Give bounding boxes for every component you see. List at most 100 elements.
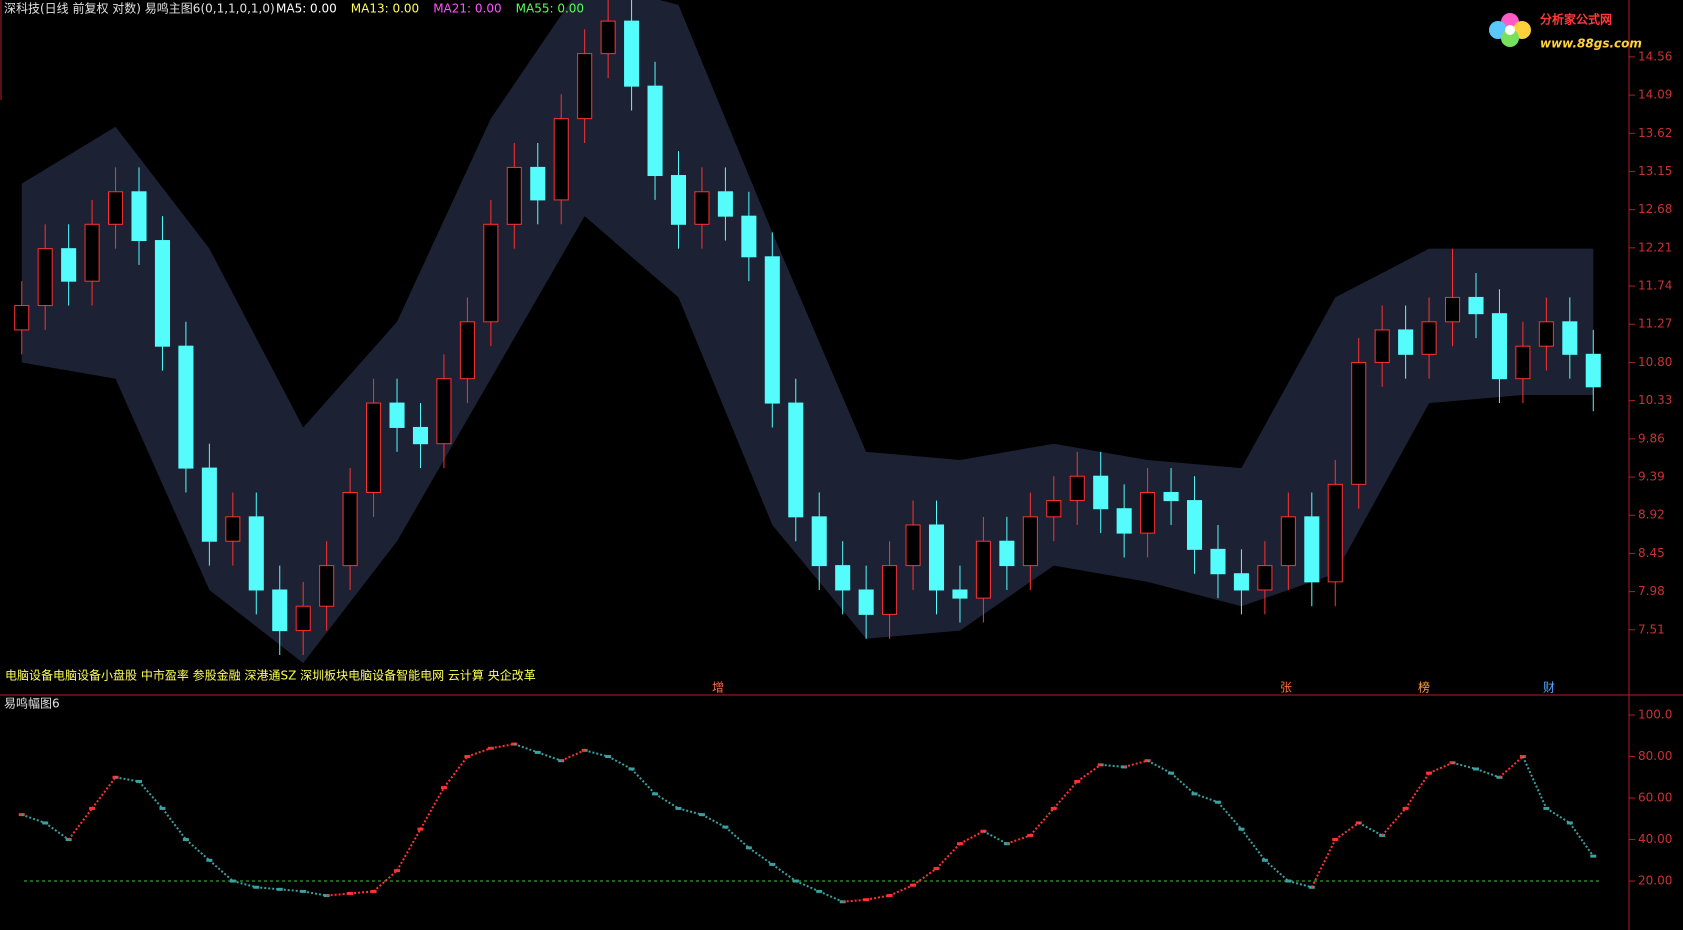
candle-body <box>858 589 874 615</box>
candle-body <box>319 565 335 607</box>
candle-body <box>905 524 921 567</box>
candle-body <box>1562 321 1578 355</box>
connector <box>185 838 211 862</box>
connector <box>1334 822 1360 841</box>
candle-body <box>1210 548 1226 575</box>
connector <box>1475 768 1500 779</box>
connector <box>560 749 586 762</box>
connector <box>630 768 656 795</box>
candle-body <box>1022 516 1038 567</box>
connector <box>1568 822 1595 857</box>
candle-body <box>670 175 687 225</box>
connector <box>607 755 633 770</box>
candle-body <box>694 191 710 225</box>
connector <box>748 847 773 866</box>
tag: 榜 <box>1418 680 1430 695</box>
candle-body <box>530 166 546 201</box>
candle-body <box>577 53 593 120</box>
candle-body <box>1327 483 1343 583</box>
candle-body <box>1140 491 1156 534</box>
candle-body <box>1374 329 1390 363</box>
candle-body <box>389 402 405 428</box>
concepts: 电脑设备电脑设备小盘股 中市盈率 参股金融 深港通SZ 深圳板块电脑设备智能电网… <box>5 668 536 683</box>
connector <box>1404 772 1430 809</box>
connector <box>21 813 46 824</box>
tag: 张 <box>1280 681 1292 695</box>
logo: 分析家公式网 www.88gs.com <box>1489 12 1642 51</box>
connector <box>1545 807 1571 824</box>
connector <box>1452 761 1477 770</box>
connector <box>467 747 492 758</box>
candle-body <box>928 524 945 591</box>
y-tick-label: 11.27 <box>1638 317 1672 331</box>
candle-body <box>108 191 124 225</box>
candle-body <box>436 378 452 445</box>
ma-label: MA55: 0.00 <box>516 2 584 16</box>
connector <box>232 880 257 889</box>
candle-body <box>1186 500 1203 550</box>
y-tick-label: 8.92 <box>1638 508 1665 522</box>
tag: 财 <box>1543 681 1555 695</box>
candle-body <box>1046 500 1062 518</box>
connector <box>91 776 117 810</box>
connector <box>701 813 726 828</box>
connector <box>818 890 844 903</box>
connector <box>208 859 234 882</box>
candle-body <box>600 20 616 55</box>
connector <box>1147 759 1172 775</box>
ma-label: MA5: 0.00 <box>276 2 337 16</box>
candle-body <box>717 191 733 217</box>
connector <box>1310 839 1337 888</box>
candle-body <box>506 166 522 225</box>
connector <box>1217 801 1243 830</box>
candle-body <box>999 540 1015 567</box>
y-tick-label: 10.33 <box>1638 393 1672 407</box>
ma-labels: MA5: 0.00 MA13: 0.00 MA21: 0.00 MA55: 0.00 <box>276 2 584 16</box>
candle-body <box>741 215 757 258</box>
ma-label: MA13: 0.00 <box>351 2 419 16</box>
y-tick-label: 14.09 <box>1638 88 1672 102</box>
candle-body <box>37 248 53 307</box>
indicator-point <box>1590 854 1597 858</box>
y-tick-label: 100.0 <box>1638 708 1672 722</box>
candle-body <box>1163 491 1179 502</box>
connector <box>1428 761 1453 775</box>
connector <box>161 807 187 841</box>
candle-body <box>483 223 499 323</box>
connector <box>724 826 750 849</box>
y-tick-label: 9.86 <box>1638 431 1665 445</box>
candle-body <box>952 589 968 599</box>
candle-body <box>342 491 358 567</box>
candle-body <box>1445 296 1461 323</box>
candle-body <box>225 516 241 542</box>
tag: 增 <box>712 681 724 695</box>
candle-body <box>1468 296 1484 315</box>
logo-name: 分析家公式网 <box>1540 12 1612 27</box>
y-tick-label: 11.74 <box>1638 279 1672 293</box>
candle-body <box>835 565 851 591</box>
candle-body <box>1351 361 1367 485</box>
y-tick-label: 10.80 <box>1638 355 1672 369</box>
candle-body <box>14 305 30 331</box>
candle-body <box>1398 329 1414 355</box>
connector <box>912 867 938 886</box>
connector <box>1170 772 1196 795</box>
connector <box>584 749 609 758</box>
y-tick-label: 9.39 <box>1638 470 1665 484</box>
candle-body <box>1538 321 1554 347</box>
indicator-point <box>253 885 260 889</box>
candle-body <box>788 402 804 518</box>
candle-body <box>1585 353 1601 388</box>
connector <box>1240 828 1266 861</box>
ma-label: MA21: 0.00 <box>433 2 501 16</box>
y-tick-label: 12.68 <box>1638 202 1672 216</box>
candle-body <box>975 540 991 599</box>
candle-body <box>1093 475 1109 510</box>
connector <box>889 884 914 897</box>
candle-body <box>84 223 100 282</box>
connector <box>1006 834 1031 845</box>
connector <box>959 830 984 845</box>
connector <box>372 869 398 893</box>
connector <box>678 807 703 816</box>
candle-body <box>459 321 475 380</box>
